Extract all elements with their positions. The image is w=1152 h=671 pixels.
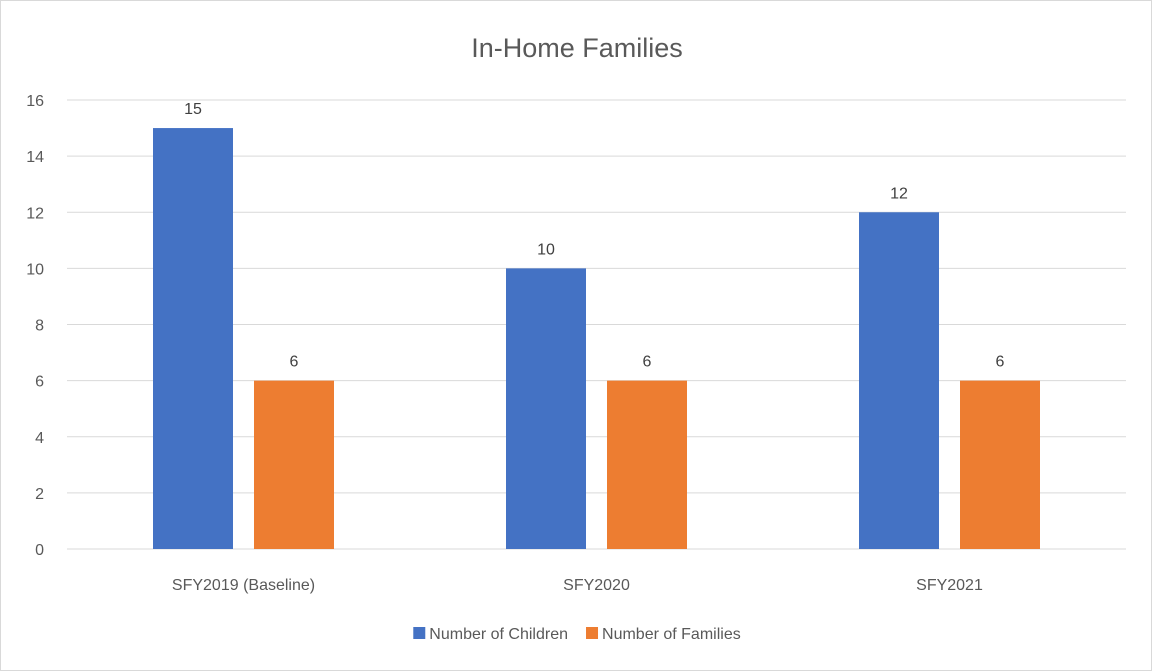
bar-families-0 <box>254 380 334 549</box>
y-tick-label: 16 <box>26 93 44 110</box>
bar-children-0 <box>153 128 233 549</box>
x-category-label: SFY2021 <box>916 577 983 594</box>
chart-title: In-Home Families <box>471 33 683 63</box>
legend: Number of Children Number of Families <box>413 626 741 643</box>
y-tick-label: 12 <box>26 205 44 222</box>
bar-families-1 <box>607 380 687 549</box>
data-label: 6 <box>643 354 652 371</box>
x-category-label: SFY2020 <box>563 577 630 594</box>
bar-children-2 <box>859 212 939 549</box>
data-label: 12 <box>890 185 908 202</box>
bar-children-1 <box>506 268 586 549</box>
legend-swatch-children <box>413 627 426 639</box>
legend-label: Number of Families <box>602 626 741 643</box>
x-category-label: SFY2019 (Baseline) <box>172 577 315 594</box>
legend-label: Number of Children <box>429 626 568 643</box>
bar-families-2 <box>960 380 1040 549</box>
data-labels: 15 6 10 6 12 6 <box>184 101 1004 371</box>
data-label: 6 <box>290 354 299 371</box>
y-tick-label: 0 <box>35 542 44 559</box>
y-tick-label: 6 <box>35 374 44 391</box>
gridlines <box>67 99 1126 550</box>
legend-swatch-families <box>586 627 599 639</box>
bars <box>153 128 1040 549</box>
y-tick-label: 10 <box>26 261 44 278</box>
x-axis-categories: SFY2019 (Baseline) SFY2020 SFY2021 <box>172 577 983 594</box>
data-label: 10 <box>537 241 555 258</box>
y-axis-ticks: 0 2 4 6 8 10 12 14 16 <box>26 93 44 559</box>
y-tick-label: 8 <box>35 318 44 335</box>
data-label: 15 <box>184 101 202 118</box>
y-tick-label: 4 <box>35 430 44 447</box>
y-tick-label: 14 <box>26 149 44 166</box>
y-tick-label: 2 <box>35 486 44 503</box>
data-label: 6 <box>996 354 1005 371</box>
